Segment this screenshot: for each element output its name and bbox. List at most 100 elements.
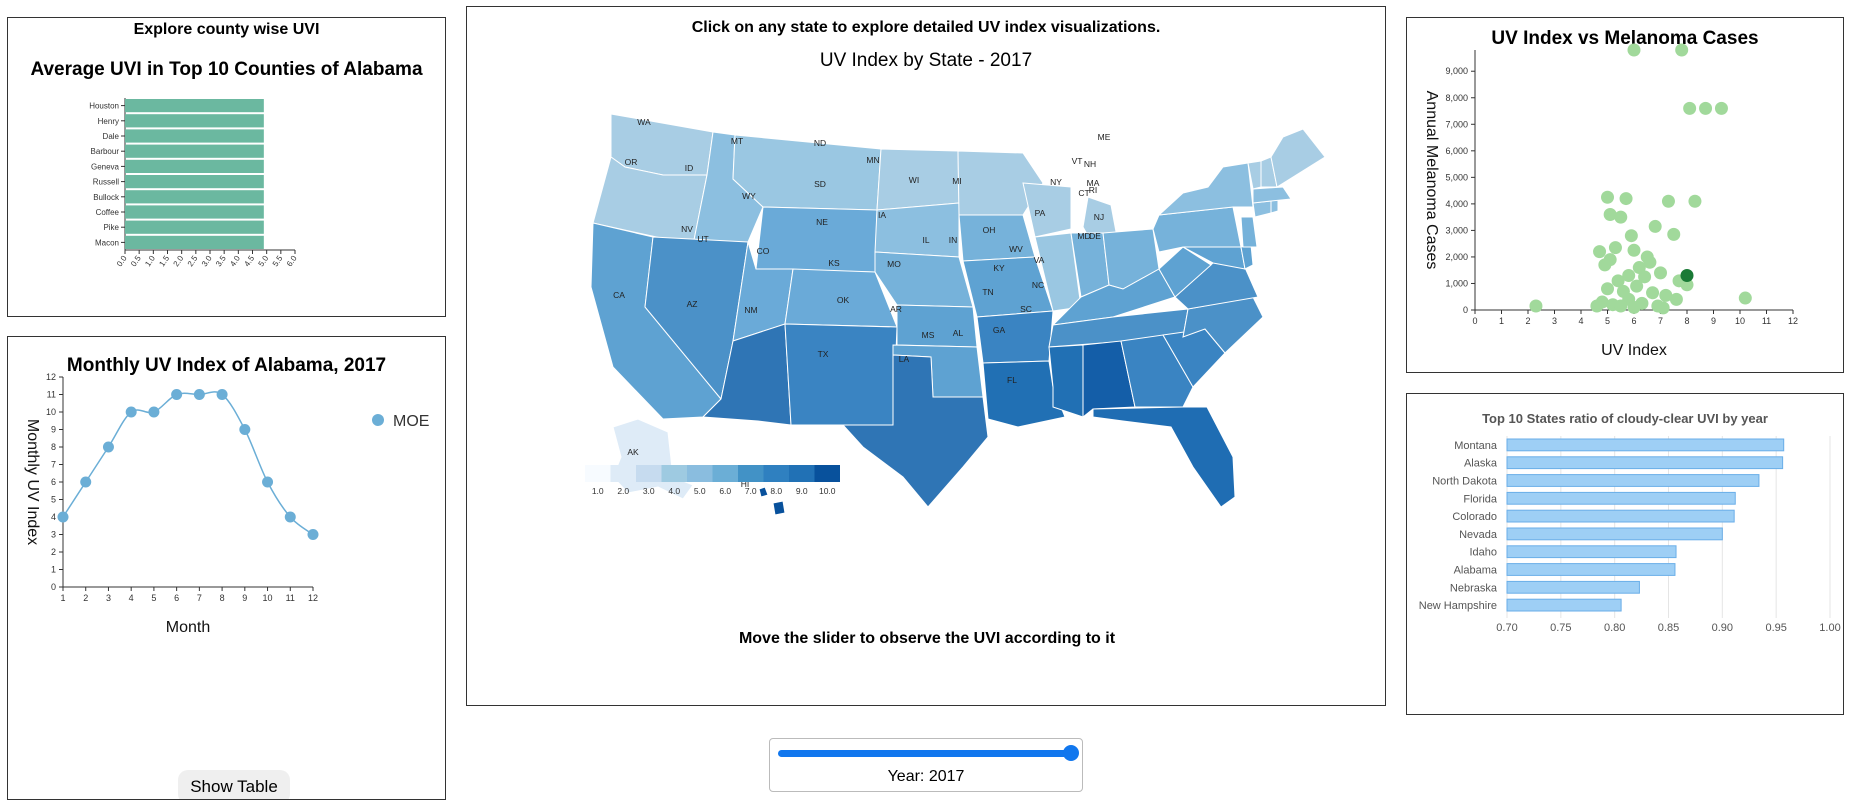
monthly-point <box>284 511 296 523</box>
monthly-y-tick-label: 9 <box>51 425 56 435</box>
ratio-bar[interactable] <box>1506 580 1640 594</box>
scatter-point[interactable] <box>1688 194 1702 208</box>
scatter-point[interactable] <box>1608 241 1622 255</box>
scatter-point[interactable] <box>1675 43 1689 57</box>
scatter-point[interactable] <box>1638 270 1652 284</box>
state-NJ[interactable] <box>1240 216 1258 248</box>
scatter-point[interactable] <box>1627 43 1641 57</box>
scatter-x-tick-label: 10 <box>1735 316 1745 326</box>
scatter-point[interactable] <box>1624 229 1638 243</box>
scatter-point[interactable] <box>1611 274 1625 288</box>
ratio-category-label: Nevada <box>1459 529 1498 541</box>
scatter-point-highlighted[interactable] <box>1680 269 1694 283</box>
scatter-point[interactable] <box>1646 286 1660 300</box>
scatter-point[interactable] <box>1630 279 1644 293</box>
monthly-x-tick-label: 7 <box>197 593 202 603</box>
scatter-point[interactable] <box>1622 269 1636 283</box>
county-x-tick-label: 1.0 <box>143 254 157 269</box>
state-label-FL: FL <box>1007 375 1017 385</box>
year-slider-track[interactable] <box>778 750 1074 757</box>
county-x-tick-label: 4.0 <box>228 254 242 269</box>
scatter-point[interactable] <box>1529 299 1543 313</box>
ratio-bar[interactable] <box>1506 527 1723 541</box>
ratio-bar[interactable] <box>1506 438 1785 452</box>
legend-label: MOE <box>393 413 429 430</box>
scatter-point[interactable] <box>1627 243 1641 257</box>
ratio-bar[interactable] <box>1506 545 1677 559</box>
scatter-point[interactable] <box>1738 291 1752 305</box>
state-LA[interactable] <box>982 360 1066 428</box>
scatter-point[interactable] <box>1619 192 1633 206</box>
state-AL[interactable] <box>1082 340 1136 419</box>
scatter-point[interactable] <box>1656 301 1670 315</box>
ratio-bar[interactable] <box>1506 509 1735 523</box>
state-KS[interactable] <box>896 304 978 348</box>
scatter-point[interactable] <box>1667 227 1681 241</box>
monthly-y-tick-label: 5 <box>51 495 56 505</box>
ratio-bar[interactable] <box>1506 563 1676 576</box>
state-GA[interactable] <box>1120 334 1194 408</box>
scatter-point[interactable] <box>1601 190 1614 204</box>
year-slider-thumb[interactable] <box>1063 745 1079 761</box>
ratio-x-tick-label: 0.85 <box>1658 622 1679 634</box>
scatter-point[interactable] <box>1643 255 1657 269</box>
county-x-tick-label: 0.5 <box>129 254 143 269</box>
state-WV[interactable] <box>1158 246 1212 298</box>
scatter-point[interactable] <box>1603 207 1617 221</box>
scatter-point[interactable] <box>1614 210 1628 224</box>
state-NM[interactable] <box>784 323 898 426</box>
show-table-button[interactable]: Show Table <box>178 770 290 799</box>
monthly-chart-title: Monthly UV Index of Alabama, 2017 <box>66 355 387 376</box>
monthly-x-tick-label: 2 <box>83 593 88 603</box>
monthly-y-tick-label: 3 <box>51 530 56 540</box>
scatter-point[interactable] <box>1680 278 1694 292</box>
ratio-x-tick-label: 0.90 <box>1712 622 1733 634</box>
slider-hint: Move the slider to observe the UVI accor… <box>739 630 1116 647</box>
state-FL[interactable] <box>1092 406 1236 508</box>
scatter-point[interactable] <box>1648 219 1662 233</box>
scatter-x-tick-label: 8 <box>1684 316 1689 326</box>
ratio-bar[interactable] <box>1506 598 1622 612</box>
monthly-y-tick-label: 6 <box>51 477 56 487</box>
state-ME[interactable] <box>1270 128 1326 188</box>
scatter-point[interactable] <box>1661 194 1675 208</box>
state-label-MI: MI <box>952 176 961 186</box>
ratio-category-label: Idaho <box>1469 547 1497 559</box>
scatter-point[interactable] <box>1593 245 1607 259</box>
scatter-point[interactable] <box>1654 266 1667 280</box>
county-bar <box>125 235 264 249</box>
state-TX[interactable] <box>841 354 989 508</box>
county-label: Russell <box>93 178 119 187</box>
state-AR[interactable] <box>976 310 1054 364</box>
state-WI[interactable] <box>1022 182 1072 238</box>
scatter-point[interactable] <box>1627 300 1641 314</box>
state-NY[interactable] <box>1157 162 1254 216</box>
scatter-point[interactable] <box>1601 282 1614 296</box>
legend-swatch <box>789 465 815 482</box>
scatter-point[interactable] <box>1714 101 1728 115</box>
scatter-point[interactable] <box>1614 299 1628 313</box>
scatter-point[interactable] <box>1590 299 1604 313</box>
county-bar <box>125 129 264 143</box>
legend-swatch <box>687 465 713 482</box>
county-bar <box>125 205 264 219</box>
legend-label: 6.0 <box>719 486 731 496</box>
ratio-bar[interactable] <box>1506 491 1736 505</box>
scatter-point[interactable] <box>1699 101 1713 115</box>
state-MS[interactable] <box>1048 344 1084 418</box>
scatter-point[interactable] <box>1669 292 1683 306</box>
ratio-bar[interactable] <box>1506 456 1784 470</box>
scatter-point[interactable] <box>1598 258 1612 272</box>
state-label-CO: CO <box>757 246 770 256</box>
ratio-bar[interactable] <box>1506 474 1760 487</box>
legend-label: 2.0 <box>617 486 629 496</box>
us-choropleth-map[interactable]: WA OR CA ID NV MT WY UT AZ CO NM ND SD NE KS OK TX MN IA MO… <box>467 7 1385 705</box>
state-IA[interactable] <box>958 214 1036 262</box>
scatter-x-tick-label: 11 <box>1762 316 1771 326</box>
state-CT[interactable] <box>1252 200 1272 218</box>
scatter-point[interactable] <box>1683 101 1697 115</box>
scatter-point[interactable] <box>1659 288 1673 302</box>
state-MA[interactable] <box>1252 186 1292 204</box>
county-label: Bullock <box>93 193 120 202</box>
state-SD[interactable] <box>874 202 960 258</box>
